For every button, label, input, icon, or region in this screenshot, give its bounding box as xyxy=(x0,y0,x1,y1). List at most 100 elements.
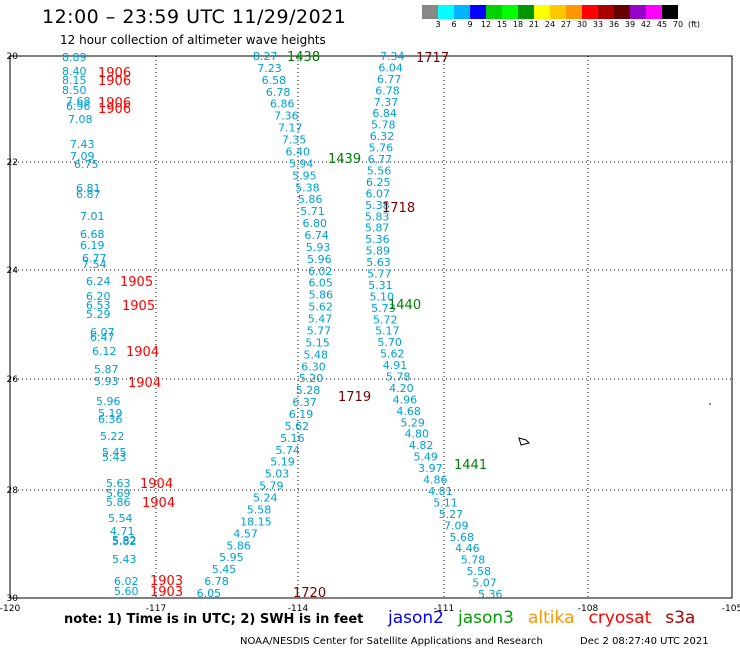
cryosat-swh-value: 5.94 xyxy=(289,157,314,170)
jason3-swh-value: 6.25 xyxy=(366,176,391,189)
chart-subtitle: 12 hour collection of altimeter wave hei… xyxy=(60,33,326,47)
jason3-swh-value: 5.78 xyxy=(386,371,411,384)
legend-swatch xyxy=(438,5,454,19)
footer-organization: NOAA/NESDIS Center for Satellite Applica… xyxy=(240,636,543,647)
s3a-swh-value: 6.68 xyxy=(80,228,105,241)
legend-tick: (ft) xyxy=(687,20,701,29)
s3a-swh-value: 6.02 xyxy=(114,575,139,588)
pass-time-label: 1719 xyxy=(338,390,371,405)
legend-swatch xyxy=(598,5,614,19)
island-shape xyxy=(518,437,530,446)
pass-time-label: 1440 xyxy=(388,298,421,313)
jason3-swh-value: 4.20 xyxy=(389,382,414,395)
jason3-swh-value: 5.87 xyxy=(365,222,390,235)
grid-lines xyxy=(10,56,732,598)
island-dot xyxy=(709,403,711,405)
s3a-swh-value: 5.19 xyxy=(98,407,123,420)
cryosat-swh-value: 7.17 xyxy=(278,122,303,135)
s3a-swh-value: 5.29 xyxy=(86,308,111,321)
jason3-swh-value: 6.78 xyxy=(375,84,400,97)
pass-time-label: 1904 xyxy=(126,345,159,360)
legend-tick: 45 xyxy=(656,20,668,29)
legend-swatch xyxy=(518,5,534,19)
color-legend: 3 6 9 12 15 18 21 24 27 30 33 36 39 42 45 70 (ft) xyxy=(422,5,740,31)
cryosat-swh-value: 6.37 xyxy=(292,396,317,409)
jason3-swh-value: 5.76 xyxy=(369,142,394,155)
s3a-swh-value: 5.45 xyxy=(102,446,127,459)
latitude-tick: 22 xyxy=(7,158,18,168)
jason3-swh-value: 5.29 xyxy=(400,416,425,429)
pass-time-label: 1905 xyxy=(122,299,155,314)
jason3-swh-value: 5.62 xyxy=(380,348,405,361)
cryosat-swh-value: 5.74 xyxy=(275,444,300,457)
cryosat-swh-value: 5.93 xyxy=(306,241,331,254)
cryosat-swh-value: 5.47 xyxy=(308,313,333,326)
legend-swatch xyxy=(470,5,486,19)
cryosat-swh-value: 5.24 xyxy=(253,492,278,505)
s3a-swh-value: 6.81 xyxy=(76,182,101,195)
longitude-tick: -114 xyxy=(288,604,309,614)
legend-swatch xyxy=(486,5,502,19)
cryosat-swh-value: 5.71 xyxy=(300,205,325,218)
legend-tick: 3 xyxy=(435,20,441,29)
legend-tick: 30 xyxy=(576,20,588,29)
cryosat-swh-value: 5.20 xyxy=(299,372,324,385)
latitude-tick: 24 xyxy=(7,266,19,276)
cryosat-swh-value: 7.35 xyxy=(282,134,307,147)
jason3-swh-value: 5.17 xyxy=(375,325,400,338)
map-frame xyxy=(9,55,733,599)
s3a-swh-value: 6.36 xyxy=(98,413,123,426)
jason3-swh-value: 5.73 xyxy=(371,302,396,315)
cryosat-swh-value: 5.28 xyxy=(296,384,321,397)
satellite-name: cryosat xyxy=(588,608,652,628)
legend-tick: 21 xyxy=(528,20,540,29)
s3a-swh-value: 6.77 xyxy=(82,252,107,265)
pass-time-label: 1438 xyxy=(287,50,320,65)
s3a-swh-value: 6.96 xyxy=(66,100,91,113)
s3a-swh-value: 6.47 xyxy=(90,331,115,344)
jason3-swh-value: 4.86 xyxy=(423,474,448,487)
legend-tick: 70 xyxy=(672,20,684,29)
jason3-swh-value: 3.97 xyxy=(418,462,443,475)
s3a-swh-value: 5.82 xyxy=(112,535,137,548)
s3a-swh-value: 6.24 xyxy=(86,275,111,288)
s3a-swh-value: 5.22 xyxy=(100,430,125,443)
legend-color-bar xyxy=(422,5,740,19)
jason3-swh-value: 5.56 xyxy=(367,164,392,177)
pass-time-label: 1906 xyxy=(98,66,131,81)
jason3-swh-value: 6.07 xyxy=(365,187,390,200)
legend-tick: 9 xyxy=(467,20,473,29)
legend-swatch xyxy=(614,5,630,19)
jason3-swh-value: 6.84 xyxy=(372,107,397,120)
cryosat-swh-value: 6.30 xyxy=(301,360,326,373)
cryosat-swh-value: 8.27 xyxy=(253,50,278,63)
s3a-swh-value: 5.87 xyxy=(94,363,119,376)
legend-swatch xyxy=(566,5,582,19)
legend-tick: 6 xyxy=(451,20,457,29)
legend-tick: 15 xyxy=(496,20,508,29)
s3a-swh-value: 8.40 xyxy=(62,65,87,78)
legend-tick: 36 xyxy=(608,20,620,29)
legend-tick-labels: 3 6 9 12 15 18 21 24 27 30 33 36 39 42 45 70 (ft) xyxy=(422,19,740,31)
cryosat-swh-value: 6.40 xyxy=(285,145,310,158)
s3a-swh-value: 5.43 xyxy=(112,553,137,566)
footer-timestamp: Dec 2 08:27:40 UTC 2021 xyxy=(580,636,709,647)
longitude-tick: -120 xyxy=(0,604,20,614)
s3a-swh-value: 6.07 xyxy=(90,326,115,339)
s3a-swh-value: 7.43 xyxy=(70,138,95,151)
jason3-swh-value: 5.58 xyxy=(466,565,491,578)
pass-time-label: 1718 xyxy=(382,201,415,216)
longitude-tick: -117 xyxy=(146,604,166,614)
latitude-tick: 28 xyxy=(7,486,19,496)
satellite-name: s3a xyxy=(665,608,696,628)
cryosat-swh-value: 5.58 xyxy=(247,503,272,516)
jason3-swh-value: 5.27 xyxy=(439,508,464,521)
pass-time-label: 1904 xyxy=(142,496,175,511)
cryosat-swh-value: 7.36 xyxy=(274,110,299,123)
jason3-swh-value: 4.82 xyxy=(409,439,434,452)
s3a-swh-value: 5.82 xyxy=(112,534,137,547)
satellite-tracks: 8.898.408.158.507.686.967.087.437.096.75… xyxy=(62,50,503,601)
satellite-name: jason2 xyxy=(388,608,444,628)
cryosat-swh-value: 5.38 xyxy=(295,181,320,194)
